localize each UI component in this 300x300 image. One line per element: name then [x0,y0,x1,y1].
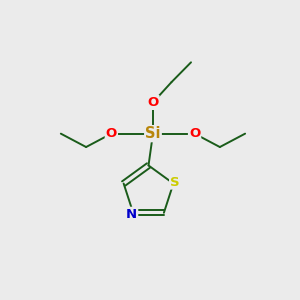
Text: O: O [106,127,117,140]
Text: O: O [189,127,200,140]
Text: O: O [147,96,159,109]
Text: S: S [170,176,180,188]
Text: N: N [126,208,137,221]
Text: Si: Si [145,126,161,141]
